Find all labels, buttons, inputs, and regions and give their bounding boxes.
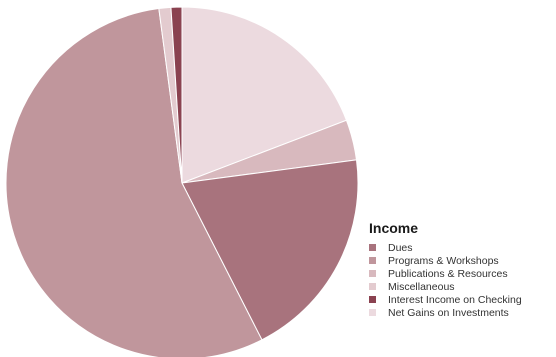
legend-swatch [369,270,376,277]
legend-label: Interest Income on Checking [388,293,522,306]
legend-item-interest-income-on-checking: Interest Income on Checking [369,293,556,306]
legend-label: Publications & Resources [388,267,508,280]
legend: Income Dues Programs & Workshops Publicati… [369,220,556,319]
legend-swatch [369,257,376,264]
pie-slice-interest-income-on-checking [170,6,183,184]
legend-label: Dues [388,241,413,254]
legend-swatch [369,283,376,290]
legend-swatch [369,244,376,251]
legend-swatch [369,309,376,316]
legend-swatch [369,296,376,303]
legend-label: Net Gains on Investments [388,306,509,319]
legend-label: Programs & Workshops [388,254,499,267]
pie-slice-programs-workshops [5,7,263,357]
legend-item-publications-resources: Publications & Resources [369,267,556,280]
pie-slice-dues [181,159,359,341]
pie-slice-net-gains-on-investments [181,6,348,184]
legend-item-miscellaneous: Miscellaneous [369,280,556,293]
legend-item-dues: Dues [369,241,556,254]
legend-items: Dues Programs & Workshops Publications & R… [369,241,556,319]
legend-title: Income [369,220,419,236]
legend-label: Miscellaneous [388,280,455,293]
legend-item-programs-workshops: Programs & Workshops [369,254,556,267]
legend-item-net-gains-on-investments: Net Gains on Investments [369,306,556,319]
